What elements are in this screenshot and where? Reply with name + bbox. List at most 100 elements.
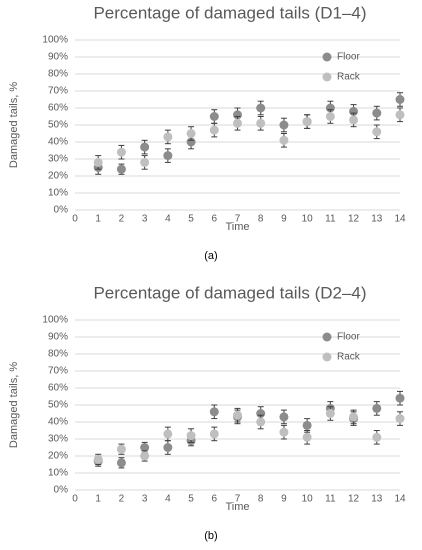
x-tick-label: 5 xyxy=(188,494,194,505)
point xyxy=(140,443,150,452)
point xyxy=(395,393,405,403)
x-tick-label: 12 xyxy=(348,214,360,225)
point xyxy=(163,132,173,142)
point xyxy=(302,117,312,127)
point xyxy=(140,142,150,152)
x-tick-label: 2 xyxy=(119,214,125,225)
legend-label: Rack xyxy=(337,72,361,83)
point xyxy=(302,420,312,430)
point xyxy=(372,108,382,118)
point xyxy=(209,112,219,121)
point xyxy=(302,432,312,442)
point xyxy=(93,454,103,464)
x-tick-label: 7 xyxy=(235,214,241,225)
point xyxy=(279,135,289,145)
point xyxy=(395,110,405,120)
point xyxy=(116,164,126,174)
point xyxy=(256,118,266,128)
point xyxy=(209,429,219,439)
x-tick-label: 10 xyxy=(302,494,314,505)
legend-label: Floor xyxy=(337,52,360,63)
point xyxy=(349,115,359,125)
point xyxy=(233,118,242,128)
x-tick-label: 11 xyxy=(325,494,336,505)
y-tick-label: 50% xyxy=(48,400,68,411)
x-tick-label: 13 xyxy=(371,494,383,505)
point xyxy=(325,103,335,113)
x-tick-label: 13 xyxy=(371,214,383,225)
point xyxy=(186,129,196,138)
x-tick-label: 0 xyxy=(72,214,78,225)
point xyxy=(395,95,405,104)
x-tick-label: 8 xyxy=(258,494,264,505)
y-tick-label: 0% xyxy=(54,205,69,216)
caption: (a) xyxy=(204,250,217,262)
point xyxy=(116,444,126,454)
legend-marker xyxy=(322,352,332,362)
point xyxy=(325,409,335,418)
x-tick-label: 1 xyxy=(95,214,101,225)
x-tick-label: 7 xyxy=(235,494,241,505)
legend-marker xyxy=(322,72,332,82)
x-axis-title: Time xyxy=(225,501,249,513)
point xyxy=(325,112,335,121)
x-tick-label: 0 xyxy=(72,494,78,505)
point xyxy=(372,403,382,413)
point xyxy=(395,414,405,424)
legend-label: Floor xyxy=(337,332,360,343)
x-tick-label: 4 xyxy=(165,494,171,505)
y-tick-label: 80% xyxy=(48,69,68,80)
point xyxy=(116,458,126,468)
x-tick-label: 6 xyxy=(212,214,218,225)
point xyxy=(93,157,103,167)
y-tick-label: 100% xyxy=(42,35,68,46)
point xyxy=(140,451,150,461)
point xyxy=(256,417,266,427)
y-tick-label: 100% xyxy=(42,315,68,326)
point xyxy=(209,407,219,417)
legend-label: Rack xyxy=(337,352,361,363)
point xyxy=(233,410,242,420)
x-tick-label: 3 xyxy=(142,214,148,225)
y-tick-label: 90% xyxy=(48,52,68,63)
legend-marker xyxy=(322,332,332,342)
y-tick-label: 80% xyxy=(48,349,68,360)
point xyxy=(256,103,266,113)
y-tick-label: 20% xyxy=(48,451,68,462)
x-tick-label: 10 xyxy=(302,214,314,225)
chart-title: Percentage of damaged tails (D2–4) xyxy=(93,283,366,302)
y-tick-label: 20% xyxy=(48,171,68,182)
point xyxy=(163,443,173,452)
y-tick-label: 0% xyxy=(54,485,69,496)
x-tick-label: 4 xyxy=(165,214,171,225)
y-tick-label: 70% xyxy=(48,366,68,377)
point xyxy=(140,157,150,167)
x-tick-label: 5 xyxy=(188,214,194,225)
point xyxy=(209,125,219,135)
x-tick-label: 11 xyxy=(325,214,336,225)
point xyxy=(372,432,382,442)
y-tick-label: 10% xyxy=(48,468,68,479)
y-axis-title: Damaged tails, % xyxy=(8,82,20,168)
x-tick-label: 8 xyxy=(258,214,264,225)
point xyxy=(279,412,289,422)
x-tick-label: 1 xyxy=(95,494,101,505)
x-tick-label: 9 xyxy=(281,214,287,225)
point xyxy=(349,106,359,116)
point xyxy=(163,151,173,161)
y-tick-label: 30% xyxy=(48,154,68,165)
point xyxy=(233,110,242,120)
point xyxy=(256,409,266,418)
caption: (b) xyxy=(204,530,217,542)
x-tick-label: 12 xyxy=(348,494,360,505)
y-tick-label: 60% xyxy=(48,383,68,394)
x-tick-label: 6 xyxy=(212,494,218,505)
y-axis-title: Damaged tails, % xyxy=(8,362,20,448)
y-tick-label: 10% xyxy=(48,188,68,199)
point xyxy=(279,120,289,130)
y-tick-label: 70% xyxy=(48,86,68,97)
chart-title: Percentage of damaged tails (D1–4) xyxy=(93,3,366,22)
y-tick-label: 60% xyxy=(48,103,68,114)
y-tick-label: 30% xyxy=(48,434,68,445)
